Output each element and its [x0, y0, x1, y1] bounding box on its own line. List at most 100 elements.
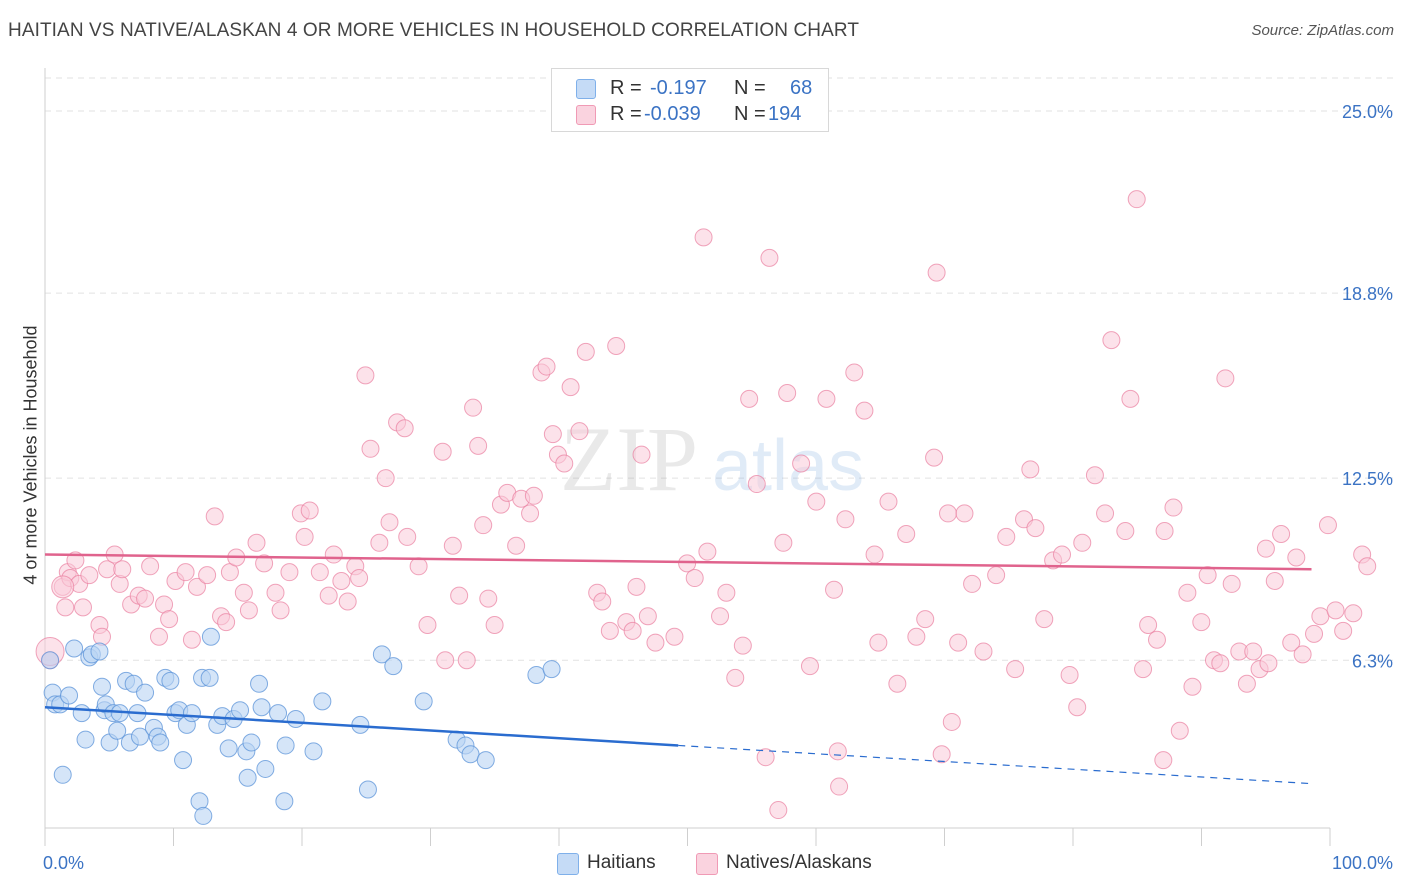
haitians-point — [269, 704, 288, 723]
haitians-points — [41, 627, 561, 825]
natives-point — [319, 586, 338, 605]
natives-point — [1265, 571, 1284, 590]
r-label: R = — [610, 77, 642, 99]
natives-point — [176, 563, 195, 582]
natives-point — [356, 366, 375, 385]
natives-point — [555, 454, 574, 473]
haitians-point — [275, 792, 294, 811]
natives-point — [907, 627, 926, 646]
natives-point — [395, 419, 414, 438]
haitians-point — [108, 721, 127, 740]
haitians-point — [90, 642, 109, 661]
natives-point — [1154, 751, 1173, 770]
natives-point — [1192, 613, 1211, 632]
natives-point — [756, 748, 775, 767]
natives-point — [1164, 498, 1183, 517]
natives-point — [927, 263, 946, 282]
legend-item-natives[interactable]: Natives/Alaskans — [696, 851, 896, 877]
haitians-point — [200, 668, 219, 687]
natives-point — [1293, 645, 1312, 664]
natives-point — [239, 601, 258, 620]
natives-point — [521, 504, 540, 523]
haitians-point — [182, 704, 201, 723]
haitians-point — [194, 806, 213, 825]
natives-point — [1116, 522, 1135, 541]
natives-point — [56, 598, 75, 617]
natives-point — [80, 566, 99, 585]
natives-point — [1060, 665, 1079, 684]
natives-point — [1102, 331, 1121, 350]
haitians-point — [313, 692, 332, 711]
natives-point — [1237, 674, 1256, 693]
haitians-point — [461, 745, 480, 764]
natives-point — [963, 574, 982, 593]
n-value: 194 — [768, 103, 802, 125]
grid-lines — [45, 77, 1395, 661]
natives-point — [1035, 610, 1054, 629]
natives-point — [1147, 630, 1166, 649]
natives-point — [916, 610, 935, 629]
natives-point — [623, 621, 642, 640]
haitians-point — [286, 710, 305, 729]
legend-item-haitians[interactable]: Haitians — [557, 851, 677, 877]
y-tick-label: 25.0% — [1342, 102, 1393, 122]
natives-point — [92, 627, 111, 646]
natives-point — [855, 401, 874, 420]
natives-point — [182, 630, 201, 649]
natives-point — [485, 616, 504, 635]
natives-point — [234, 583, 253, 602]
haitians-point — [41, 651, 60, 670]
natives-point — [1305, 624, 1324, 643]
y-axis-label: 4 or more Vehicles in Household — [20, 325, 41, 585]
natives-point — [1073, 533, 1092, 552]
haitians-point — [256, 759, 275, 778]
natives-point — [1006, 660, 1025, 679]
natives-point — [255, 554, 274, 573]
natives-point — [974, 642, 993, 661]
haitians-point — [161, 671, 180, 690]
natives-point — [638, 607, 657, 626]
natives-point — [1085, 466, 1104, 485]
natives-point — [997, 527, 1016, 546]
natives-point — [136, 589, 155, 608]
natives-point — [955, 504, 974, 523]
legend-label: Natives/Alaskans — [726, 852, 872, 873]
natives-point — [464, 398, 483, 417]
natives-point — [1155, 522, 1174, 541]
haitians-point — [76, 730, 95, 749]
natives-point — [450, 586, 469, 605]
n-label: N = — [734, 77, 766, 99]
haitians-trend-line — [44, 706, 679, 747]
haitians-trend-extension — [678, 744, 1312, 785]
natives-point — [694, 228, 713, 247]
haitians-point — [136, 683, 155, 702]
natives-point — [474, 516, 493, 535]
haitians-point — [476, 751, 495, 770]
natives-point — [825, 580, 844, 599]
natives-point — [769, 801, 788, 820]
natives-point — [1272, 524, 1291, 543]
natives-point — [632, 445, 651, 464]
haitians-point — [252, 698, 271, 717]
natives-point — [1344, 604, 1363, 623]
natives-swatch — [696, 853, 718, 875]
natives-point — [600, 621, 619, 640]
haitians-point — [130, 727, 149, 746]
natives-point — [295, 527, 314, 546]
natives-point — [836, 510, 855, 529]
natives-point — [733, 636, 752, 655]
trend-lines — [44, 553, 1312, 785]
natives-point — [646, 633, 665, 652]
natives-point — [324, 545, 343, 564]
r-label: R = — [610, 103, 642, 125]
natives-point — [792, 454, 811, 473]
natives-point — [1139, 616, 1158, 635]
axes — [44, 68, 1331, 846]
natives-trend-line — [44, 553, 1312, 571]
natives-point — [141, 557, 160, 576]
natives-point — [1244, 642, 1263, 661]
watermark-atlas: atlas — [712, 426, 864, 506]
haitians-point — [53, 765, 72, 784]
natives-point — [198, 566, 217, 585]
natives-point — [73, 598, 92, 617]
